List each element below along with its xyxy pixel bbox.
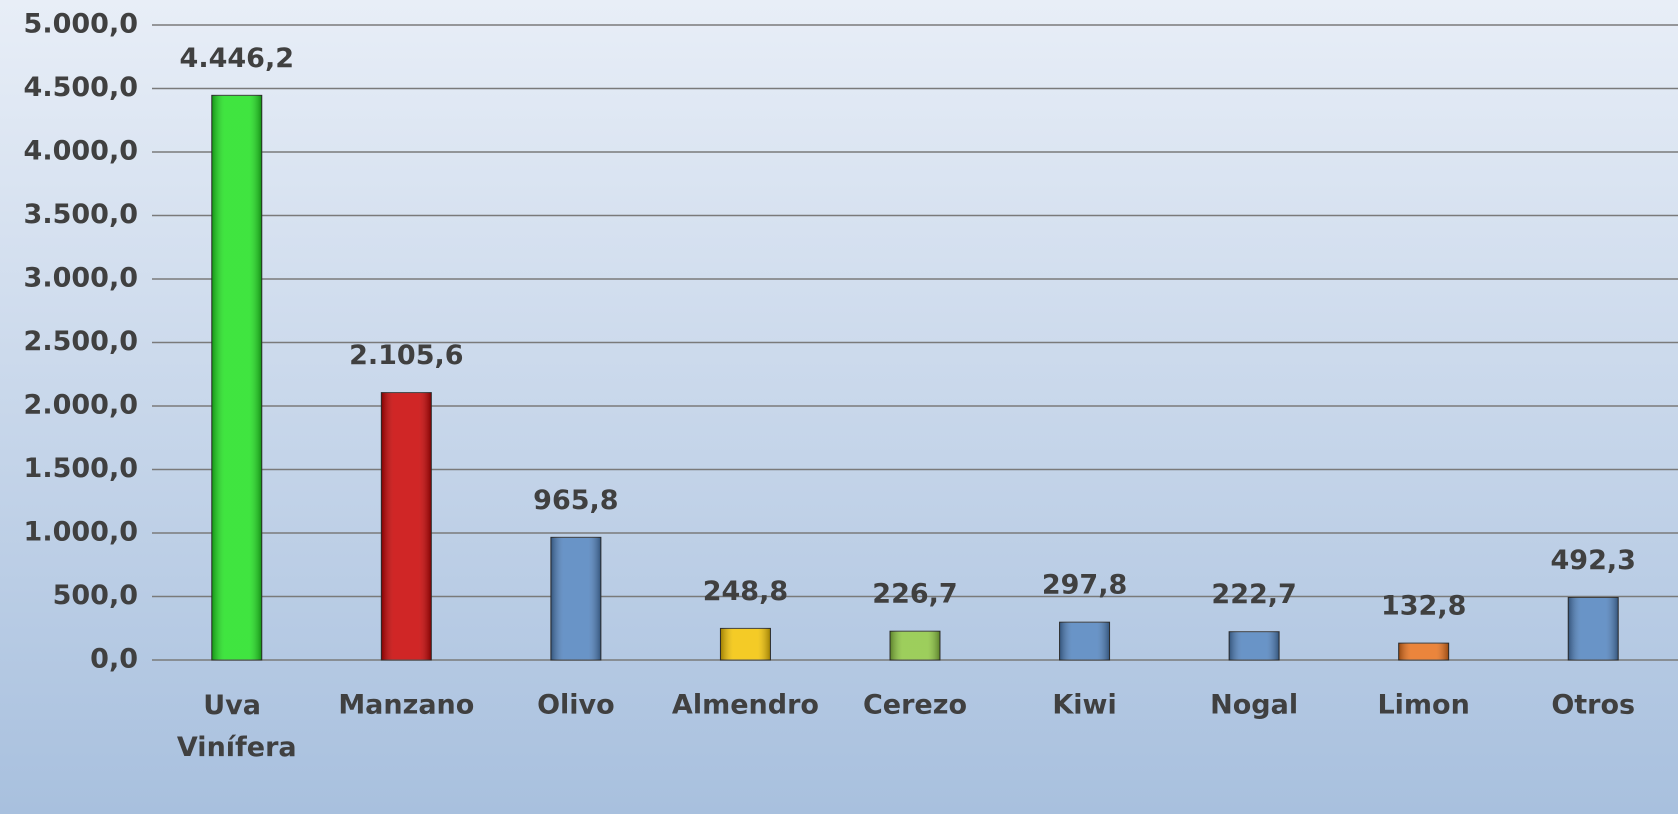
y-tick-label: 3.500,0 <box>24 199 138 230</box>
y-tick-label: 3.000,0 <box>24 263 138 294</box>
y-tick-label: 2.500,0 <box>24 326 138 357</box>
x-tick-label: Otros <box>1551 690 1635 721</box>
y-tick-label: 1.500,0 <box>24 453 138 484</box>
data-label: 226,7 <box>872 579 957 610</box>
bar <box>550 536 602 661</box>
bar <box>889 630 941 661</box>
y-tick-label: 0,0 <box>90 644 138 675</box>
bar <box>1059 621 1111 661</box>
y-tick-label: 2.000,0 <box>24 390 138 421</box>
bar <box>211 94 263 661</box>
bar <box>1228 631 1280 661</box>
bar <box>719 627 771 661</box>
data-label: 4.446,2 <box>180 43 294 74</box>
x-tick-label: Limon <box>1377 690 1469 721</box>
y-tick-label: 5.000,0 <box>24 9 138 40</box>
x-tick-label: Almendro <box>672 690 819 721</box>
data-label: 222,7 <box>1211 579 1296 610</box>
x-tick-label: Cerezo <box>863 690 967 721</box>
x-tick-label: Kiwi <box>1052 690 1116 721</box>
x-tick-label: Manzano <box>338 690 474 721</box>
y-tick-label: 4.000,0 <box>24 136 138 167</box>
bar <box>380 392 432 661</box>
bar <box>1398 642 1450 661</box>
data-label: 297,8 <box>1042 570 1127 601</box>
data-label: 132,8 <box>1381 591 1466 622</box>
y-tick-label: 500,0 <box>53 580 138 611</box>
data-label: 492,3 <box>1551 545 1636 576</box>
data-label: 965,8 <box>533 485 618 516</box>
data-label: 2.105,6 <box>349 340 463 371</box>
y-tick-label: 4.500,0 <box>24 72 138 103</box>
x-tick-label: Olivo <box>537 690 615 721</box>
x-tick-label: Nogal <box>1210 690 1298 721</box>
x-tick-label: Uva Vinífera <box>177 690 297 763</box>
y-tick-label: 1.000,0 <box>24 517 138 548</box>
data-label: 248,8 <box>703 576 788 607</box>
bar <box>1567 596 1619 661</box>
